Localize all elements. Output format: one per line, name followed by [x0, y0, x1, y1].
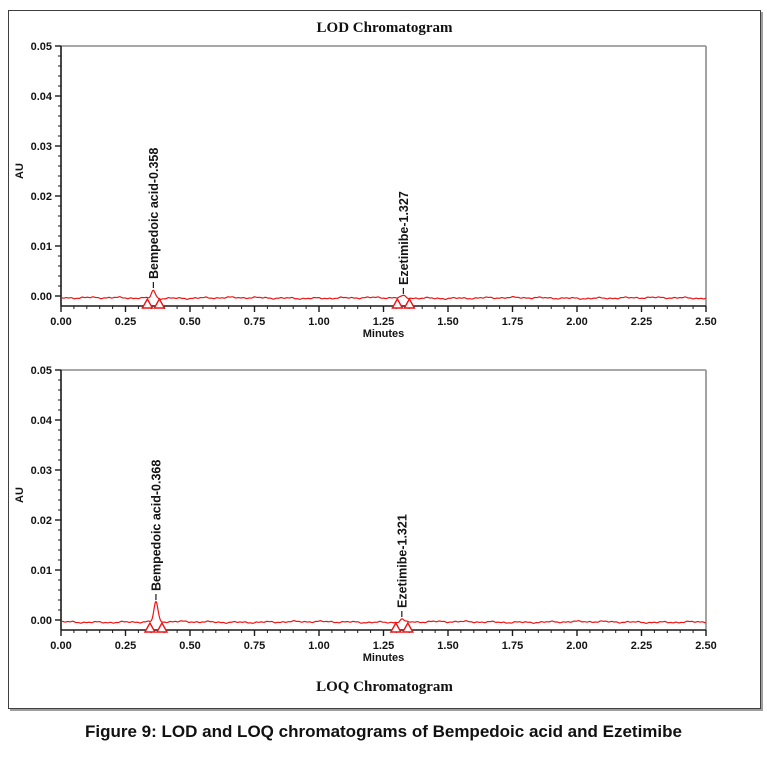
svg-text:1.75: 1.75: [502, 316, 523, 328]
svg-text:1.50: 1.50: [437, 640, 458, 652]
svg-text:AU: AU: [14, 163, 26, 179]
svg-text:0.05: 0.05: [31, 365, 52, 377]
svg-text:1.00: 1.00: [308, 316, 329, 328]
svg-text:2.50: 2.50: [695, 316, 716, 328]
svg-text:1.75: 1.75: [502, 640, 523, 652]
svg-text:0.03: 0.03: [31, 141, 52, 153]
svg-text:0.00: 0.00: [31, 291, 52, 303]
loq-chromatogram-plot: 0.00 0.01 0.02 0.03 0.04 0.05 0.00 0.25 0.50 0.75…: [14, 365, 717, 664]
figure-caption: Figure 9: LOD and LOQ chromatograms of B…: [85, 722, 682, 741]
svg-text:2.00: 2.00: [566, 316, 587, 328]
svg-text:0.02: 0.02: [31, 191, 52, 203]
svg-text:2.00: 2.00: [566, 640, 587, 652]
svg-text:0.01: 0.01: [31, 241, 52, 253]
loq-chart-title: LOQ Chromatogram: [316, 679, 453, 695]
svg-text:0.50: 0.50: [179, 316, 200, 328]
svg-text:2.25: 2.25: [631, 640, 652, 652]
figure-border: LOD Chromatogram 0.00 0.01 0.02 0.03 0.04 0.0…: [8, 10, 761, 709]
svg-text:0.00: 0.00: [50, 640, 71, 652]
svg-text:Minutes: Minutes: [363, 652, 405, 664]
svg-text:0.75: 0.75: [244, 640, 265, 652]
svg-text:1.50: 1.50: [437, 316, 458, 328]
svg-text:0.50: 0.50: [179, 640, 200, 652]
svg-text:0.04: 0.04: [31, 415, 53, 427]
svg-text:0.25: 0.25: [115, 316, 136, 328]
svg-text:Ezetimibe-1.321: Ezetimibe-1.321: [395, 514, 409, 608]
svg-text:0.04: 0.04: [31, 91, 53, 103]
svg-text:Ezetimibe-1.327: Ezetimibe-1.327: [397, 191, 411, 285]
svg-text:0.00: 0.00: [31, 615, 52, 627]
svg-text:Minutes: Minutes: [363, 328, 405, 340]
svg-text:Bempedoic acid-0.358: Bempedoic acid-0.358: [147, 148, 161, 279]
svg-text:AU: AU: [14, 487, 26, 503]
svg-text:0.02: 0.02: [31, 515, 52, 527]
svg-text:0.25: 0.25: [115, 640, 136, 652]
lod-chart-title: LOD Chromatogram: [316, 20, 453, 36]
svg-text:0.05: 0.05: [31, 41, 52, 53]
svg-text:1.00: 1.00: [308, 640, 329, 652]
svg-text:2.50: 2.50: [695, 640, 716, 652]
svg-text:2.25: 2.25: [631, 316, 652, 328]
svg-text:1.25: 1.25: [373, 640, 394, 652]
svg-text:0.03: 0.03: [31, 465, 52, 477]
svg-text:0.01: 0.01: [31, 565, 52, 577]
svg-text:0.00: 0.00: [50, 316, 71, 328]
svg-text:0.75: 0.75: [244, 316, 265, 328]
svg-text:Bempedoic acid-0.368: Bempedoic acid-0.368: [149, 460, 163, 591]
lod-chromatogram-plot: 0.00 0.01 0.02 0.03 0.04 0.05 0.00 0.25 0.50 0.75…: [14, 41, 717, 340]
svg-text:1.25: 1.25: [373, 316, 394, 328]
